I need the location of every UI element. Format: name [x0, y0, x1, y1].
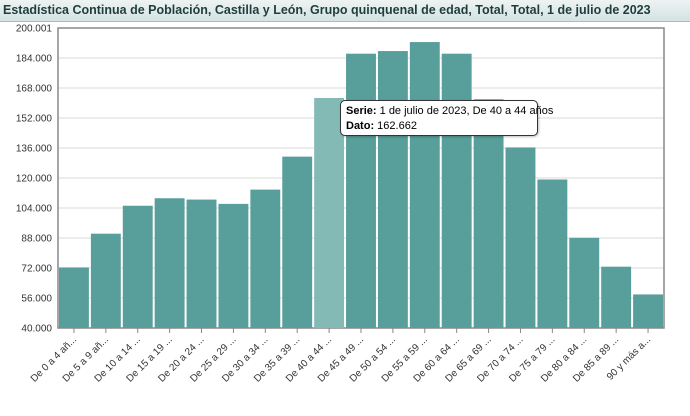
tooltip-dato-value: 162.662: [377, 120, 417, 132]
tooltip-dato-label: Dato:: [346, 120, 375, 132]
bar: [346, 53, 376, 329]
y-tick-label: 72.000: [21, 264, 52, 275]
y-tick-label: 88.000: [21, 234, 52, 245]
bar: [505, 147, 536, 328]
bar: [218, 203, 249, 328]
bar: [122, 205, 153, 328]
y-tick-label: 104.000: [16, 204, 53, 215]
y-tick-label: 184.000: [16, 54, 53, 65]
bar: [633, 294, 663, 328]
y-tick-label: 56.000: [21, 294, 52, 305]
bar: [186, 199, 217, 328]
y-tick-label: 120.000: [16, 174, 53, 185]
y-tick-label: 152.000: [16, 114, 53, 125]
y-tick-label: 200.001: [16, 24, 53, 35]
bar: [569, 237, 600, 328]
y-tick-label: 136.000: [16, 144, 53, 155]
tooltip-dato-row: Dato: 162.662: [346, 119, 532, 134]
tooltip-serie-value: 1 de julio de 2023, De 40 a 44 años: [379, 105, 554, 117]
bar: [59, 267, 89, 328]
bar: [314, 98, 345, 328]
chart-title: Estadística Continua de Población, Casti…: [3, 3, 651, 17]
bar: [250, 189, 281, 328]
y-tick-label: 40.000: [21, 324, 52, 335]
bar: [154, 198, 185, 328]
bar: [537, 179, 568, 328]
bar: [441, 53, 472, 329]
bar: [90, 233, 121, 328]
bar: [282, 156, 313, 328]
bar: [409, 42, 440, 329]
tooltip-serie-label: Serie:: [346, 105, 377, 117]
chart-title-bar: Estadística Continua de Población, Casti…: [0, 0, 690, 22]
bar: [601, 266, 632, 328]
bar: [377, 51, 408, 328]
bar: [473, 99, 504, 328]
y-tick-label: 168.000: [16, 84, 53, 95]
chart-tooltip: Serie: 1 de julio de 2023, De 40 a 44 añ…: [340, 100, 553, 136]
tooltip-serie-row: Serie: 1 de julio de 2023, De 40 a 44 añ…: [346, 104, 553, 119]
